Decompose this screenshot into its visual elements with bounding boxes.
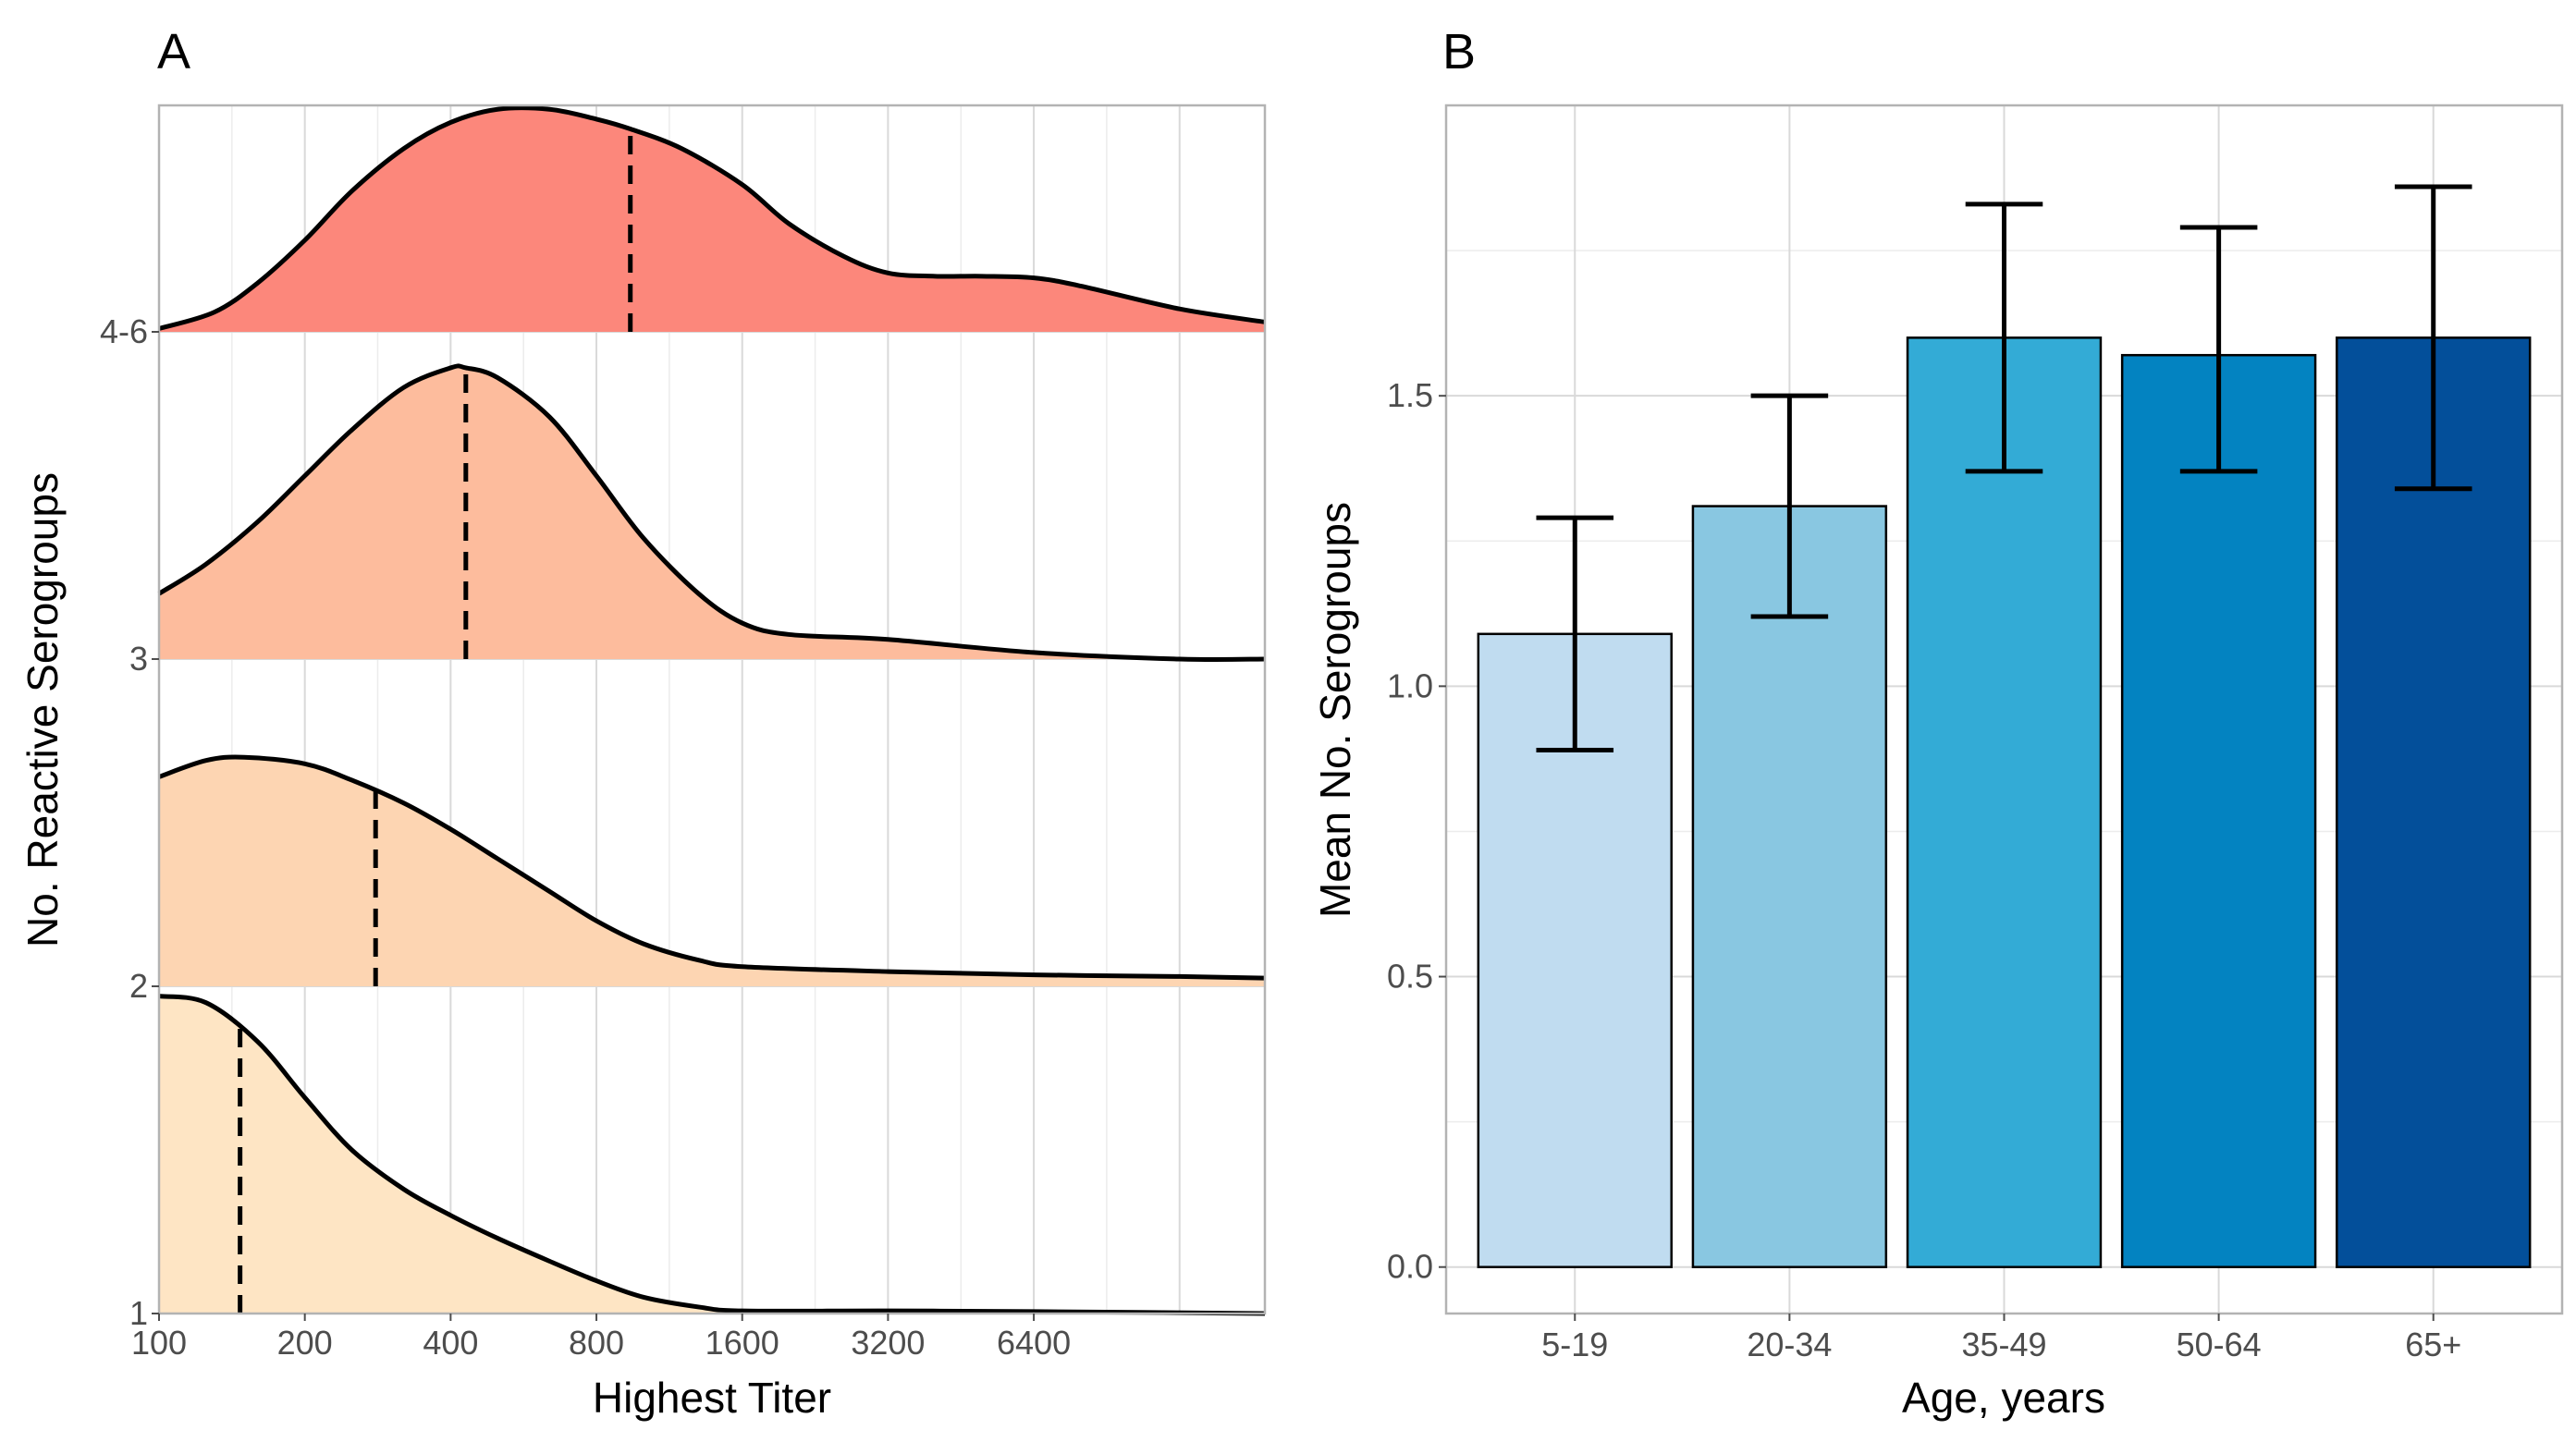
x-tick-label: 65+ — [2405, 1326, 2461, 1363]
x-tick-label: 800 — [569, 1324, 624, 1362]
panel-a: A 1 2 3 4-6 100 200 400 800 1600 3200 6400 Highes… — [18, 24, 1267, 1422]
panel-b-label: B — [1442, 24, 1476, 79]
bar-50-64 — [2120, 353, 2317, 1268]
y-tick-label: 1 — [129, 1294, 148, 1332]
panel-b-x-axis-title: Age, years — [1902, 1374, 2105, 1422]
y-tick-label: 0.0 — [1387, 1248, 1433, 1286]
y-tick-label: 2 — [129, 967, 148, 1005]
panel-b: B 0.0 0.5 1.0 1.5 5-19 20-34 35-49 50-64 65+ Ag… — [1311, 24, 2564, 1422]
error-bar-35-49 — [1965, 202, 2043, 474]
x-tick-label: 400 — [423, 1324, 478, 1362]
y-tick-label: 1.5 — [1387, 376, 1433, 414]
x-tick-label: 6400 — [997, 1324, 1071, 1362]
y-tick-label: 3 — [129, 640, 148, 678]
x-tick-label: 100 — [131, 1324, 187, 1362]
panel-b-y-axis-title: Mean No. Serogroups — [1311, 502, 1359, 918]
ridge-line-4-6 — [158, 105, 1266, 331]
y-tick-label: 1.0 — [1387, 666, 1433, 704]
panel-a-label: A — [157, 24, 190, 79]
bar-20-34 — [1691, 505, 1888, 1268]
bar-35-49 — [1906, 336, 2103, 1268]
ridge-line-2 — [158, 754, 1266, 981]
y-tick-label: 4-6 — [100, 312, 148, 350]
ridge-area-4-6 — [159, 107, 1265, 333]
x-tick-label: 3200 — [851, 1324, 925, 1362]
ridge-line-1 — [158, 994, 1266, 1316]
error-bar-65+ — [2394, 184, 2472, 492]
panel-a-x-axis-title: Highest Titer — [593, 1374, 831, 1422]
x-tick-label: 5-19 — [1541, 1326, 1608, 1363]
x-tick-label: 20-34 — [1747, 1326, 1832, 1363]
ridge-line-3 — [157, 363, 1266, 663]
error-bar-5-19 — [1536, 515, 1614, 752]
panel-a-y-axis-title: No. Reactive Serogroups — [18, 472, 67, 947]
x-tick-label: 50-64 — [2177, 1326, 2262, 1363]
ridge-area-2 — [159, 757, 1265, 986]
ridge-area-1 — [159, 996, 1265, 1314]
y-tick-label: 0.5 — [1387, 958, 1433, 996]
error-bar-20-34 — [1750, 393, 1829, 619]
panel-a-frame — [157, 104, 1267, 1315]
ridge-area-3 — [159, 365, 1265, 660]
bar-65+ — [2336, 336, 2532, 1268]
x-tick-label: 1600 — [705, 1324, 779, 1362]
error-bar-50-64 — [2179, 225, 2258, 474]
x-tick-label: 200 — [277, 1324, 333, 1362]
x-tick-label: 35-49 — [1961, 1326, 2046, 1363]
